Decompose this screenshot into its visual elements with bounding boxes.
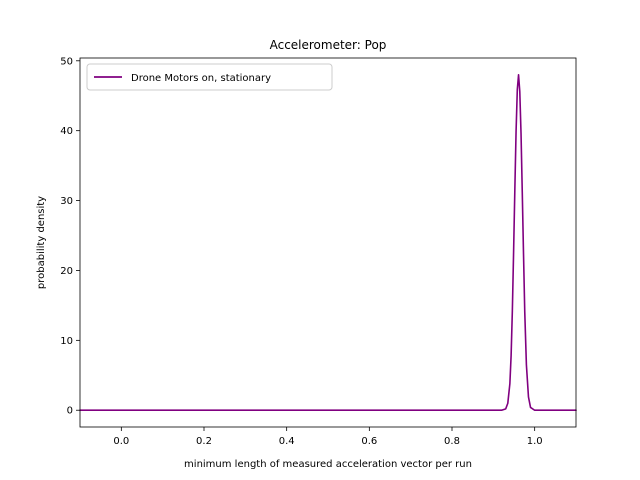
y-tick-label: 30 (60, 196, 73, 207)
y-tick-label: 10 (60, 336, 73, 347)
legend-label-drone-motors: Drone Motors on, stationary (131, 73, 271, 84)
legend-box (86, 63, 333, 91)
y-tick-label: 0 (67, 406, 73, 417)
x-axis-ticks: 0.0 0.2 0.4 0.6 0.8 1.0 (113, 427, 543, 447)
y-axis-label: probability density (36, 196, 47, 289)
y-tick-label: 20 (60, 266, 73, 277)
y-axis-ticks: 0 10 20 30 40 50 (60, 56, 80, 417)
plot-area (79, 57, 577, 428)
x-tick-label: 0.4 (279, 436, 295, 447)
chart-title: Accelerometer: Pop (270, 38, 387, 52)
plot-frame (79, 57, 577, 428)
y-tick-label: 40 (60, 126, 73, 137)
x-axis-label: minimum length of measured acceleration … (184, 459, 472, 470)
x-tick-label: 0.0 (113, 436, 129, 447)
series-line-0 (79, 73, 577, 412)
legend: Drone Motors on, stationary (86, 63, 333, 91)
plot-background (80, 58, 576, 427)
x-tick-label: 1.0 (527, 436, 543, 447)
y-tick-label: 50 (60, 56, 73, 67)
x-tick-label: 0.8 (444, 436, 460, 447)
x-tick-label: 0.6 (361, 436, 377, 447)
series-layer (79, 73, 577, 412)
x-tick-label: 0.2 (196, 436, 212, 447)
